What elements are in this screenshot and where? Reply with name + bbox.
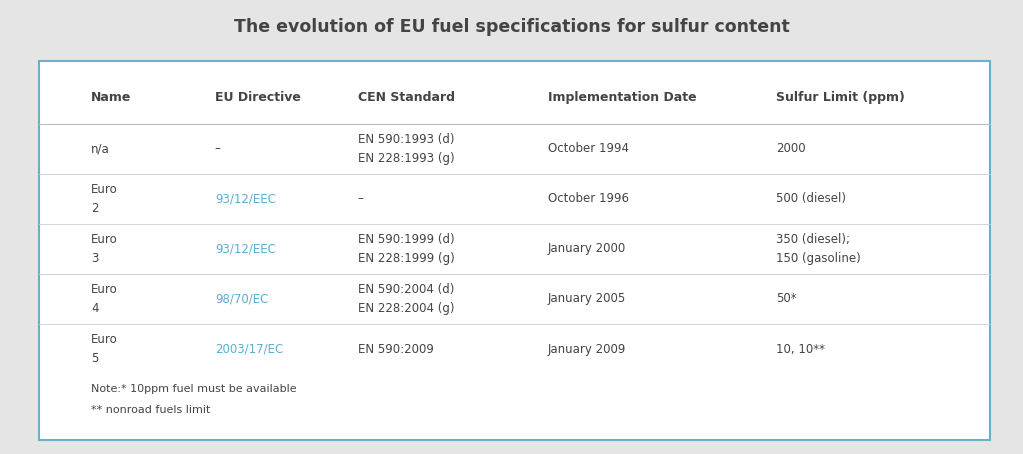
Text: October 1996: October 1996 bbox=[548, 192, 629, 205]
Text: –: – bbox=[215, 143, 221, 155]
Text: Name: Name bbox=[91, 91, 132, 104]
Text: EN 590:1993 (d)
EN 228:1993 (g): EN 590:1993 (d) EN 228:1993 (g) bbox=[358, 133, 454, 165]
Text: Euro
4: Euro 4 bbox=[91, 283, 118, 315]
Text: 10, 10**: 10, 10** bbox=[776, 342, 826, 355]
FancyBboxPatch shape bbox=[39, 61, 990, 440]
Text: EN 590:1999 (d)
EN 228:1999 (g): EN 590:1999 (d) EN 228:1999 (g) bbox=[358, 233, 454, 265]
Text: 93/12/EEC: 93/12/EEC bbox=[215, 192, 276, 205]
Text: January 2000: January 2000 bbox=[548, 242, 626, 256]
Text: 50*: 50* bbox=[776, 292, 797, 306]
Text: 350 (diesel);
150 (gasoline): 350 (diesel); 150 (gasoline) bbox=[776, 233, 861, 265]
Text: Euro
3: Euro 3 bbox=[91, 233, 118, 265]
Text: The evolution of EU fuel specifications for sulfur content: The evolution of EU fuel specifications … bbox=[233, 18, 790, 36]
Text: Note:* 10ppm fuel must be available: Note:* 10ppm fuel must be available bbox=[91, 384, 297, 394]
Text: EU Directive: EU Directive bbox=[215, 91, 301, 104]
Text: 2003/17/EC: 2003/17/EC bbox=[215, 342, 283, 355]
Text: Implementation Date: Implementation Date bbox=[548, 91, 697, 104]
Text: –: – bbox=[358, 192, 363, 205]
Text: January 2005: January 2005 bbox=[548, 292, 626, 306]
Text: n/a: n/a bbox=[91, 143, 109, 155]
Text: EN 590:2009: EN 590:2009 bbox=[358, 342, 434, 355]
Text: January 2009: January 2009 bbox=[548, 342, 626, 355]
Text: EN 590:2004 (d)
EN 228:2004 (g): EN 590:2004 (d) EN 228:2004 (g) bbox=[358, 283, 454, 315]
Text: 500 (diesel): 500 (diesel) bbox=[776, 192, 846, 205]
Text: Euro
2: Euro 2 bbox=[91, 183, 118, 215]
Text: 93/12/EEC: 93/12/EEC bbox=[215, 242, 276, 256]
Text: CEN Standard: CEN Standard bbox=[358, 91, 454, 104]
Text: ** nonroad fuels limit: ** nonroad fuels limit bbox=[91, 405, 211, 415]
Text: Euro
5: Euro 5 bbox=[91, 333, 118, 365]
Text: Sulfur Limit (ppm): Sulfur Limit (ppm) bbox=[776, 91, 905, 104]
Text: 2000: 2000 bbox=[776, 143, 806, 155]
Text: 98/70/EC: 98/70/EC bbox=[215, 292, 268, 306]
Text: October 1994: October 1994 bbox=[548, 143, 629, 155]
